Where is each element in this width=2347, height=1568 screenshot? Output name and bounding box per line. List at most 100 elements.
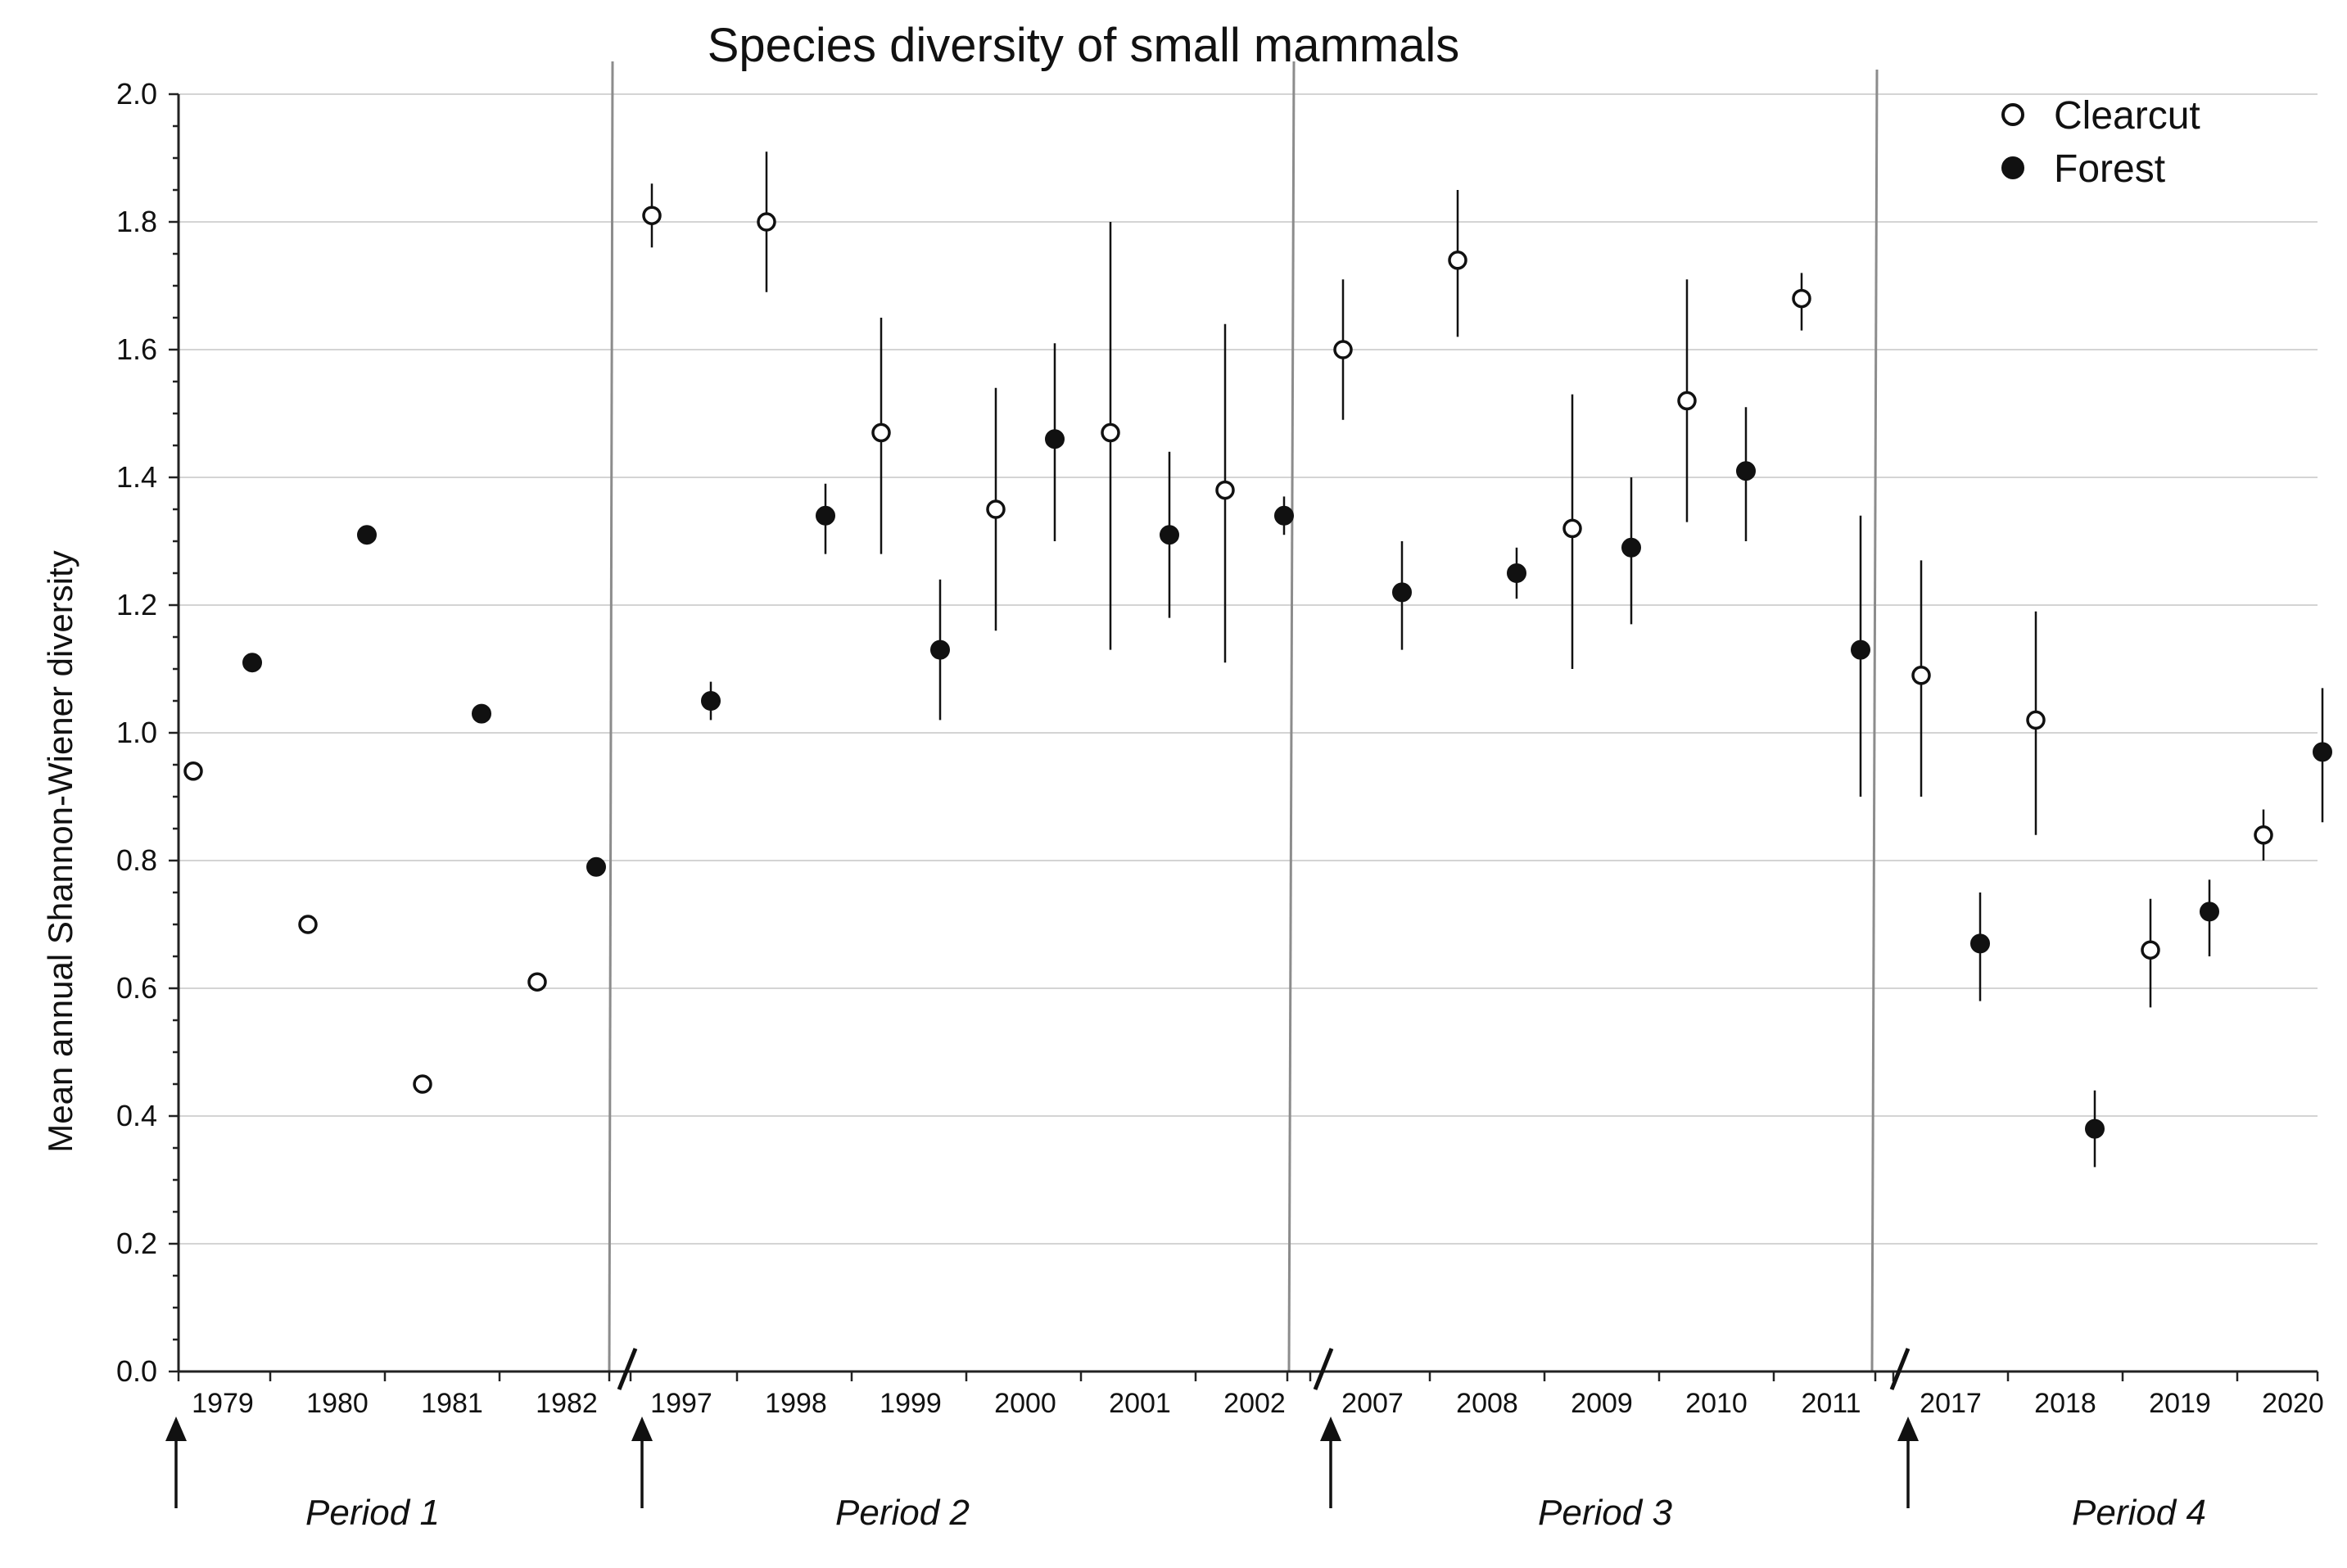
chart-title: Species diversity of small mammals xyxy=(708,19,1460,72)
forest-point-2019 xyxy=(2200,901,2219,922)
legend-forest-marker xyxy=(2001,156,2024,179)
x-tick-label-2008: 2008 xyxy=(1456,1388,1518,1419)
x-tick-label-2010: 2010 xyxy=(1685,1388,1748,1419)
clearcut-point-2000 xyxy=(986,499,1006,519)
forest-point-2017 xyxy=(1970,933,1990,954)
forest-point-1998 xyxy=(816,505,835,526)
x-tick-label-1979: 1979 xyxy=(192,1388,254,1419)
period-arrow-3-head xyxy=(1320,1417,1341,1441)
clearcut-point-1980 xyxy=(298,915,318,934)
x-tick-label-2000: 2000 xyxy=(994,1388,1056,1419)
x-tick-label-1999: 1999 xyxy=(880,1388,942,1419)
x-tick-label-1981: 1981 xyxy=(421,1388,483,1419)
clearcut-point-2002 xyxy=(1215,480,1235,500)
clearcut-point-1979 xyxy=(183,761,203,781)
clearcut-point-2019 xyxy=(2141,940,2160,960)
axis-breaks xyxy=(617,1348,1911,1390)
forest-point-1980 xyxy=(357,525,377,545)
forest-point-2007 xyxy=(1392,582,1412,603)
error-bars xyxy=(650,151,2324,1168)
x-tick-label-1998: 1998 xyxy=(765,1388,827,1419)
y-tick-label-1.8: 1.8 xyxy=(116,205,157,238)
clearcut-point-1981 xyxy=(413,1074,432,1094)
clearcut-point-1982 xyxy=(527,972,547,992)
period-arrow-2-head xyxy=(631,1417,653,1441)
period-separator-2 xyxy=(1287,61,1296,1372)
y-tick-label-0.4: 0.4 xyxy=(116,1099,157,1132)
x-tick-label-2002: 2002 xyxy=(1223,1388,1286,1419)
forest-point-2008 xyxy=(1507,563,1526,583)
clearcut-point-2008 xyxy=(1448,251,1467,270)
y-tick-labels: 0.0 0.2 0.4 0.6 0.8 1.0 1.2 1.4 1.6 1.8 2.0 xyxy=(116,77,157,1388)
clearcut-point-2001 xyxy=(1101,423,1120,443)
axis-break-1 xyxy=(617,1348,638,1390)
forest-point-2020 xyxy=(2313,742,2332,762)
axis-break-2 xyxy=(1313,1348,1334,1390)
legend-clearcut-label: Clearcut xyxy=(2054,94,2200,138)
clearcut-point-2007 xyxy=(1333,340,1353,359)
y-tick-label-1.4: 1.4 xyxy=(116,460,157,494)
period-arrow-1-head xyxy=(165,1417,187,1441)
period-label-3: Period 3 xyxy=(1538,1493,1672,1533)
period-separator-3 xyxy=(1870,69,1879,1372)
x-tick-label-2011: 2011 xyxy=(1801,1388,1861,1419)
legend-clearcut-marker xyxy=(2001,103,2024,126)
x-tick-label-2001: 2001 xyxy=(1109,1388,1171,1419)
y-tick-label-1.0: 1.0 xyxy=(116,716,157,749)
y-tick-label-2.0: 2.0 xyxy=(116,77,157,111)
x-tick-label-2007: 2007 xyxy=(1341,1388,1404,1419)
x-tick-label-2020: 2020 xyxy=(2262,1388,2324,1419)
y-tick-label-0.8: 0.8 xyxy=(116,843,157,877)
x-tick-label-1980: 1980 xyxy=(306,1388,369,1419)
forest-point-2002 xyxy=(1274,505,1294,526)
x-tick-label-2019: 2019 xyxy=(2149,1388,2211,1419)
clearcut-point-2020 xyxy=(2254,825,2273,845)
data-points xyxy=(183,206,2332,1139)
period-label-1: Period 1 xyxy=(305,1493,440,1533)
y-tick-label-0.6: 0.6 xyxy=(116,971,157,1005)
axes xyxy=(169,93,2319,1381)
y-tick-label-1.2: 1.2 xyxy=(116,588,157,621)
clearcut-point-1999 xyxy=(871,423,891,443)
y-tick-label-0.2: 0.2 xyxy=(116,1227,157,1260)
period-arrow-4-head xyxy=(1897,1417,1919,1441)
clearcut-point-2010 xyxy=(1677,391,1697,411)
clearcut-point-2011 xyxy=(1792,288,1811,309)
x-tick-label-2017: 2017 xyxy=(1920,1388,1982,1419)
forest-point-1979 xyxy=(242,653,262,673)
clearcut-point-2017 xyxy=(1911,666,1931,685)
period-label-4: Period 4 xyxy=(2072,1493,2206,1533)
x-tick-label-2009: 2009 xyxy=(1571,1388,1633,1419)
forest-point-2000 xyxy=(1045,429,1065,450)
forest-point-1981 xyxy=(472,703,491,724)
period-separators xyxy=(608,61,1879,1372)
forest-point-2018 xyxy=(2085,1118,2105,1139)
x-tick-label-1997: 1997 xyxy=(650,1388,712,1419)
clearcut-point-1998 xyxy=(757,212,776,232)
y-axis-label: Mean annual Shannon-Wiener diversity xyxy=(41,550,79,1152)
clearcut-point-2018 xyxy=(2026,710,2046,730)
clearcut-point-2009 xyxy=(1562,518,1582,539)
y-tick-label-1.6: 1.6 xyxy=(116,332,157,366)
x-tick-labels: 1979 1980 1981 1982 1997 1998 1999 2000 2001 2002… xyxy=(192,1388,2324,1419)
legend: Clearcut Forest xyxy=(2001,94,2200,191)
forest-point-2011 xyxy=(1851,639,1870,660)
period-labels: Period 1 Period 2 Period 3 Period 4 xyxy=(305,1493,2206,1533)
gridlines xyxy=(179,93,2318,1245)
period-label-2: Period 2 xyxy=(835,1493,970,1533)
x-tick-label-1982: 1982 xyxy=(536,1388,598,1419)
forest-point-2009 xyxy=(1621,537,1641,558)
forest-point-1999 xyxy=(930,639,950,660)
x-tick-label-2018: 2018 xyxy=(2034,1388,2096,1419)
clearcut-point-1997 xyxy=(642,206,662,225)
forest-point-1997 xyxy=(701,691,721,711)
period-start-arrows xyxy=(165,1417,1919,1508)
period-separator-1 xyxy=(608,61,614,1372)
legend-forest-label: Forest xyxy=(2054,147,2165,191)
forest-point-2001 xyxy=(1160,525,1179,545)
forest-point-1982 xyxy=(586,856,606,877)
y-tick-label-0.0: 0.0 xyxy=(116,1354,157,1388)
forest-point-2010 xyxy=(1736,461,1756,481)
axis-break-3 xyxy=(1889,1348,1911,1390)
